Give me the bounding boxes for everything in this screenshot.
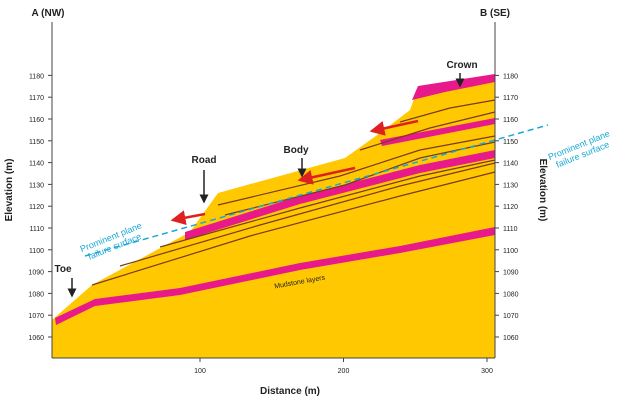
y-tick-label: 1150 <box>29 139 44 146</box>
y-tick-label: 1080 <box>503 291 519 298</box>
feature-label: Body <box>284 145 309 156</box>
y-tick-label: 1150 <box>503 139 518 146</box>
y-tick-label: 1080 <box>28 291 44 298</box>
y-tick-label: 1060 <box>503 335 519 342</box>
end-label: A (NW) <box>32 8 65 19</box>
y-tick-label: 1160 <box>503 117 518 124</box>
slope-body <box>52 75 495 358</box>
cross-section: A (NW) B (SE) Crown Road Body Toe Promin… <box>0 0 622 400</box>
y-tick-label: 1110 <box>503 226 518 233</box>
y-tick-label: 1090 <box>503 270 519 277</box>
y-tick-label: 1130 <box>503 182 518 189</box>
feature-label: Road <box>192 155 217 166</box>
x-tick-label: 200 <box>338 368 350 375</box>
y-axis-title: Elevation (m) <box>537 159 548 222</box>
y-tick-label: 1060 <box>28 335 44 342</box>
feature-label: Crown <box>446 60 477 71</box>
y-tick-label: 1130 <box>29 182 44 189</box>
x-axis-title: Distance (m) <box>260 386 320 397</box>
end-label: B (SE) <box>480 8 510 19</box>
y-tick-label: 1170 <box>503 95 518 102</box>
y-tick-label: 1070 <box>503 313 519 320</box>
y-tick-label: 1180 <box>503 73 518 80</box>
y-tick-label: 1070 <box>28 313 44 320</box>
x-tick-label: 300 <box>481 368 493 375</box>
x-tick-label: 100 <box>194 368 206 375</box>
y-tick-label: 1120 <box>503 204 518 211</box>
feature-label: Toe <box>54 264 71 275</box>
y-tick-label: 1100 <box>503 248 518 255</box>
y-tick-label: 1140 <box>503 161 518 168</box>
y-tick-label: 1120 <box>29 204 44 211</box>
y-tick-label: 1180 <box>29 73 44 80</box>
y-tick-label: 1100 <box>29 248 44 255</box>
y-axis-title: Elevation (m) <box>4 159 15 222</box>
y-tick-label: 1160 <box>29 117 44 124</box>
y-tick-label: 1090 <box>28 270 44 277</box>
y-tick-label: 1170 <box>29 95 44 102</box>
y-tick-label: 1110 <box>29 226 44 233</box>
y-tick-label: 1140 <box>29 161 44 168</box>
